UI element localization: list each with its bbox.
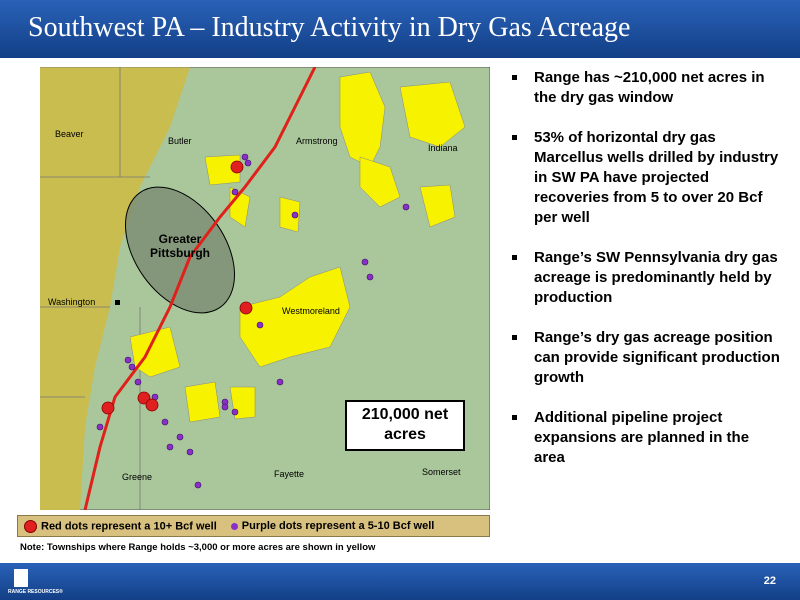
county-label: Beaver: [55, 129, 84, 139]
county-label: Fayette: [274, 469, 304, 479]
bullet: Range’s dry gas acreage position can pro…: [510, 328, 780, 388]
county-label: Indiana: [428, 143, 458, 153]
bullet: Range’s SW Pennsylvania dry gas acreage …: [510, 248, 780, 308]
bullet: 53% of horizontal dry gas Marcellus well…: [510, 128, 780, 228]
bullet: Range has ~210,000 net acres in the dry …: [510, 68, 780, 108]
header: Southwest PA – Industry Activity in Dry …: [0, 0, 800, 58]
page-number: 22: [763, 575, 776, 587]
county-label: Butler: [168, 136, 192, 146]
area-label: Greater Pittsburgh: [150, 232, 210, 260]
county-label: Armstrong: [296, 136, 338, 146]
legend-item: Purple dots represent a 5-10 Bcf well: [230, 520, 435, 532]
footer: RANGE RESOURCES® 22: [0, 563, 800, 600]
county-label: Greene: [122, 472, 152, 482]
bullet: Additional pipeline project expansions a…: [510, 408, 780, 468]
bullet-list: Range has ~210,000 net acres in the dry …: [510, 68, 780, 488]
county-label: Washington: [48, 297, 95, 307]
legend-text: Purple dots represent a 5-10 Bcf well: [241, 520, 435, 532]
map: Beaver Butler Armstrong Indiana Washingt…: [40, 67, 490, 510]
county-label: Westmoreland: [282, 306, 340, 316]
logo: RANGE RESOURCES®: [8, 569, 63, 595]
callout: 210,000 net acres: [345, 400, 465, 451]
title: Southwest PA – Industry Activity in Dry …: [28, 12, 631, 43]
legend-text: Red dots represent a 10+ Bcf well: [41, 519, 217, 532]
legend: Red dots represent a 10+ Bcf well Purple…: [17, 515, 490, 537]
note: Note: Townships where Range holds ~3,000…: [20, 542, 376, 553]
legend-item: Red dots represent a 10+ Bcf well: [24, 519, 217, 533]
county-label: Somerset: [422, 467, 461, 477]
logo-text: RANGE RESOURCES®: [8, 589, 63, 595]
